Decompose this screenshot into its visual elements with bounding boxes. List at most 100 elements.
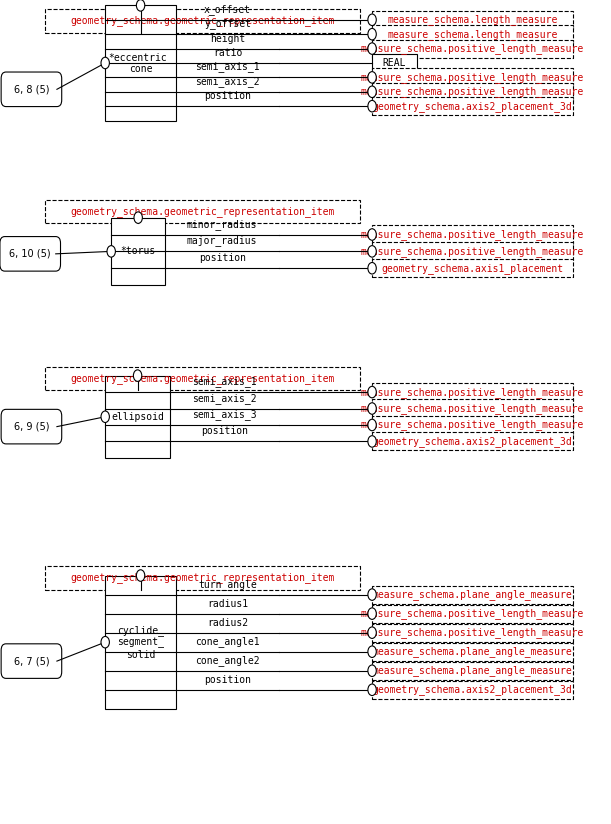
Text: measure_schema.positive_length_measure: measure_schema.positive_length_measure: [361, 419, 584, 430]
Circle shape: [368, 589, 376, 601]
Circle shape: [368, 28, 376, 40]
FancyBboxPatch shape: [372, 662, 573, 680]
Text: semi_axis_1: semi_axis_1: [192, 377, 257, 387]
FancyBboxPatch shape: [372, 40, 573, 58]
Circle shape: [368, 608, 376, 620]
Text: radius2: radius2: [207, 618, 248, 628]
Text: 6, 7 (5): 6, 7 (5): [13, 656, 49, 666]
Text: cone_angle1: cone_angle1: [196, 636, 260, 647]
Text: geometry_schema.axis1_placement: geometry_schema.axis1_placement: [381, 263, 563, 274]
FancyBboxPatch shape: [105, 6, 176, 120]
FancyBboxPatch shape: [105, 575, 176, 709]
Text: ratio: ratio: [213, 48, 242, 58]
Circle shape: [101, 411, 109, 423]
Text: measure_schema.plane_angle_measure: measure_schema.plane_angle_measure: [373, 665, 573, 677]
FancyBboxPatch shape: [372, 97, 573, 115]
FancyBboxPatch shape: [372, 82, 573, 101]
FancyBboxPatch shape: [372, 383, 573, 401]
Text: ellipsoid: ellipsoid: [111, 412, 164, 422]
Text: measure_schema.positive_length_measure: measure_schema.positive_length_measure: [361, 627, 584, 638]
FancyBboxPatch shape: [372, 643, 573, 661]
FancyBboxPatch shape: [111, 218, 165, 285]
Text: measure_schema.positive_length_measure: measure_schema.positive_length_measure: [361, 403, 584, 414]
Text: semi_axis_2: semi_axis_2: [192, 393, 257, 404]
Text: semi_axis_3: semi_axis_3: [192, 410, 257, 420]
Circle shape: [368, 665, 376, 677]
Text: minor_radius: minor_radius: [187, 218, 257, 230]
FancyBboxPatch shape: [372, 260, 573, 278]
Circle shape: [368, 403, 376, 414]
Text: x_offset: x_offset: [204, 4, 251, 15]
Text: cone_angle2: cone_angle2: [196, 655, 260, 666]
Circle shape: [107, 246, 115, 257]
FancyBboxPatch shape: [372, 416, 573, 434]
Text: measure_schema.length_measure: measure_schema.length_measure: [387, 14, 558, 26]
FancyBboxPatch shape: [372, 11, 573, 29]
Circle shape: [101, 636, 109, 648]
FancyBboxPatch shape: [0, 236, 60, 271]
FancyBboxPatch shape: [372, 25, 573, 43]
Text: measure_schema.plane_angle_measure: measure_schema.plane_angle_measure: [373, 646, 573, 658]
Circle shape: [368, 419, 376, 431]
FancyBboxPatch shape: [45, 367, 360, 390]
Text: measure_schema.positive_length_measure: measure_schema.positive_length_measure: [361, 72, 584, 83]
Circle shape: [368, 627, 376, 639]
Text: 6, 8 (5): 6, 8 (5): [13, 84, 49, 94]
Circle shape: [368, 229, 376, 241]
FancyBboxPatch shape: [1, 644, 62, 678]
Text: geometry_schema.axis2_placement_3d: geometry_schema.axis2_placement_3d: [373, 101, 573, 111]
FancyBboxPatch shape: [372, 586, 573, 604]
Text: cyclide_
segment_
solid: cyclide_ segment_ solid: [117, 625, 164, 660]
Text: measure_schema.positive_length_measure: measure_schema.positive_length_measure: [361, 43, 584, 54]
FancyBboxPatch shape: [372, 681, 573, 699]
Circle shape: [368, 646, 376, 658]
FancyBboxPatch shape: [372, 242, 573, 260]
Text: *torus: *torus: [120, 246, 156, 256]
Text: REAL: REAL: [383, 58, 406, 68]
Text: semi_axis_1: semi_axis_1: [196, 62, 260, 73]
Text: major_radius: major_radius: [187, 236, 257, 246]
FancyBboxPatch shape: [45, 200, 360, 223]
FancyBboxPatch shape: [1, 72, 62, 106]
Circle shape: [136, 0, 145, 12]
FancyBboxPatch shape: [45, 566, 360, 589]
Text: position: position: [201, 427, 248, 437]
Text: position: position: [199, 253, 246, 264]
Circle shape: [134, 212, 142, 223]
Text: geometry_schema.geometric_representation_item: geometry_schema.geometric_representation…: [70, 372, 335, 383]
FancyBboxPatch shape: [372, 68, 573, 87]
Circle shape: [368, 101, 376, 112]
Text: measure_schema.plane_angle_measure: measure_schema.plane_angle_measure: [373, 589, 573, 600]
Text: position: position: [204, 91, 251, 101]
Text: measure_schema.positive_length_measure: measure_schema.positive_length_measure: [361, 386, 584, 397]
Circle shape: [133, 370, 142, 382]
FancyBboxPatch shape: [1, 410, 62, 444]
Circle shape: [368, 263, 376, 274]
Circle shape: [368, 14, 376, 26]
Circle shape: [368, 72, 376, 83]
Circle shape: [368, 86, 376, 97]
Text: geometry_schema.axis2_placement_3d: geometry_schema.axis2_placement_3d: [373, 684, 573, 695]
Text: semi_axis_2: semi_axis_2: [196, 76, 260, 87]
FancyBboxPatch shape: [372, 605, 573, 623]
Circle shape: [368, 436, 376, 447]
Text: measure_schema.positive_length_measure: measure_schema.positive_length_measure: [361, 229, 584, 240]
Text: turn_angle: turn_angle: [198, 578, 257, 590]
Text: measure_schema.positive_length_measure: measure_schema.positive_length_measure: [361, 608, 584, 619]
Circle shape: [368, 43, 376, 54]
Text: geometry_schema.geometric_representation_item: geometry_schema.geometric_representation…: [70, 573, 335, 583]
FancyBboxPatch shape: [372, 433, 573, 451]
Text: geometry_schema.axis2_placement_3d: geometry_schema.axis2_placement_3d: [373, 436, 573, 447]
Text: 6, 9 (5): 6, 9 (5): [13, 422, 49, 432]
Text: geometry_schema.geometric_representation_item: geometry_schema.geometric_representation…: [70, 16, 335, 26]
FancyBboxPatch shape: [372, 400, 573, 418]
Circle shape: [101, 57, 109, 68]
Text: 6, 10 (5): 6, 10 (5): [9, 249, 51, 259]
Circle shape: [368, 386, 376, 398]
FancyBboxPatch shape: [45, 10, 360, 32]
Text: radius1: radius1: [207, 599, 248, 609]
Text: measure_schema.positive_length_measure: measure_schema.positive_length_measure: [361, 87, 584, 97]
FancyBboxPatch shape: [372, 54, 417, 72]
Text: y_offset: y_offset: [204, 18, 251, 29]
Text: measure_schema.positive_length_measure: measure_schema.positive_length_measure: [361, 246, 584, 257]
